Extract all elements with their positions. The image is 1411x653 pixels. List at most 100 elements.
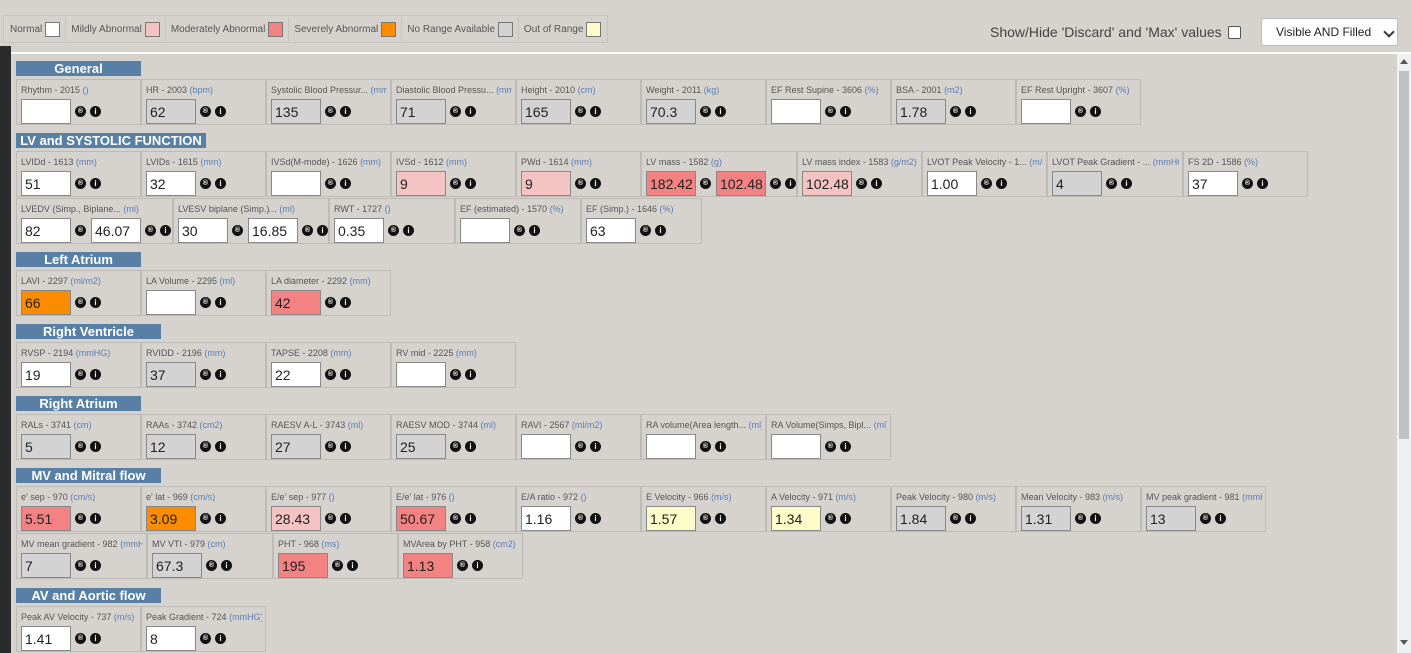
reset-icon[interactable]: ® [332,560,343,571]
info-icon[interactable]: i [90,369,101,380]
info-icon[interactable]: i [590,178,601,189]
reset-icon[interactable]: ® [75,633,86,644]
value-input[interactable]: 1.78 [896,99,946,124]
reset-icon[interactable]: ® [200,297,211,308]
reset-icon[interactable]: ® [206,560,217,571]
info-icon[interactable]: i [90,297,101,308]
reset-icon[interactable]: ® [575,106,586,117]
info-icon[interactable]: i [715,441,726,452]
reset-icon[interactable]: ® [514,225,525,236]
info-icon[interactable]: i [215,106,226,117]
reset-icon[interactable]: ® [145,225,156,236]
reset-icon[interactable]: ® [950,106,961,117]
info-icon[interactable]: i [215,513,226,524]
info-icon[interactable]: i [465,513,476,524]
info-icon[interactable]: i [317,225,328,236]
info-icon[interactable]: i [840,441,851,452]
reset-icon[interactable]: ® [75,369,86,380]
info-icon[interactable]: i [715,513,726,524]
scroll-up-arrow-icon[interactable] [1400,59,1408,64]
info-icon[interactable]: i [215,633,226,644]
value-input[interactable]: 135 [271,99,321,124]
info-icon[interactable]: i [340,106,351,117]
info-icon[interactable]: i [340,513,351,524]
value-input[interactable] [271,171,321,196]
info-icon[interactable]: i [1090,513,1101,524]
info-icon[interactable]: i [965,106,976,117]
reset-icon[interactable]: ® [325,441,336,452]
value-input[interactable]: 165 [521,99,571,124]
value-input[interactable]: 9 [521,171,571,196]
reset-icon[interactable]: ® [450,369,461,380]
value-input[interactable]: 37 [146,362,196,387]
value-input[interactable]: 1.34 [771,506,821,531]
reset-icon[interactable]: ® [1242,178,1253,189]
value-input[interactable]: 13 [1146,506,1196,531]
value-input[interactable]: 27 [271,434,321,459]
value-input[interactable]: 42 [271,290,321,315]
info-icon[interactable]: i [1090,106,1101,117]
reset-icon[interactable]: ® [640,225,651,236]
value-input[interactable]: 19 [21,362,71,387]
reset-icon[interactable]: ® [325,369,336,380]
info-icon[interactable]: i [90,633,101,644]
info-icon[interactable]: i [90,178,101,189]
value-input[interactable]: 62 [146,99,196,124]
reset-icon[interactable]: ® [700,178,711,189]
value-input[interactable] [521,434,571,459]
reset-icon[interactable]: ® [825,106,836,117]
value-input[interactable]: 12 [146,434,196,459]
info-icon[interactable]: i [590,106,601,117]
value-input[interactable] [396,362,446,387]
info-icon[interactable]: i [840,513,851,524]
value-input[interactable]: 1.57 [646,506,696,531]
value-input[interactable]: 9 [396,171,446,196]
value-input[interactable]: 3.09 [146,506,196,531]
reset-icon[interactable]: ® [200,441,211,452]
value-input[interactable]: 82 [21,218,71,243]
value-input[interactable]: 1.31 [1021,506,1071,531]
reset-icon[interactable]: ® [575,178,586,189]
info-icon[interactable]: i [590,513,601,524]
value-input[interactable]: 46.07 [91,218,141,243]
value-input[interactable] [1021,99,1071,124]
info-icon[interactable]: i [472,560,483,571]
value-input[interactable]: 182.42 [646,171,696,196]
reset-icon[interactable]: ® [325,513,336,524]
value-input[interactable]: 25 [396,434,446,459]
reset-icon[interactable]: ® [75,106,86,117]
reset-icon[interactable]: ® [950,513,961,524]
info-icon[interactable]: i [1215,513,1226,524]
value-input[interactable]: 5 [21,434,71,459]
reset-icon[interactable]: ® [700,106,711,117]
info-icon[interactable]: i [221,560,232,571]
reset-icon[interactable]: ® [825,441,836,452]
reset-icon[interactable]: ® [1106,178,1117,189]
info-icon[interactable]: i [90,513,101,524]
info-icon[interactable]: i [403,225,414,236]
visibility-filter-select[interactable]: Visible AND Filled [1261,18,1398,46]
value-input[interactable]: 28.43 [271,506,321,531]
reset-icon[interactable]: ® [856,178,867,189]
info-icon[interactable]: i [655,225,666,236]
info-icon[interactable]: i [347,560,358,571]
reset-icon[interactable]: ® [75,225,86,236]
info-icon[interactable]: i [340,297,351,308]
reset-icon[interactable]: ® [457,560,468,571]
info-icon[interactable]: i [1121,178,1132,189]
reset-icon[interactable]: ® [325,297,336,308]
reset-icon[interactable]: ® [232,225,243,236]
info-icon[interactable]: i [340,369,351,380]
info-icon[interactable]: i [1257,178,1268,189]
scroll-down-arrow-icon[interactable] [1400,640,1408,645]
value-input[interactable]: 32 [146,171,196,196]
value-input[interactable] [21,99,71,124]
value-input[interactable] [146,290,196,315]
info-icon[interactable]: i [90,106,101,117]
value-input[interactable]: 102.48 [716,171,766,196]
value-input[interactable]: 37 [1188,171,1238,196]
info-icon[interactable]: i [840,106,851,117]
reset-icon[interactable]: ® [75,560,86,571]
scrollbar-thumb[interactable] [1399,71,1409,439]
info-icon[interactable]: i [465,178,476,189]
